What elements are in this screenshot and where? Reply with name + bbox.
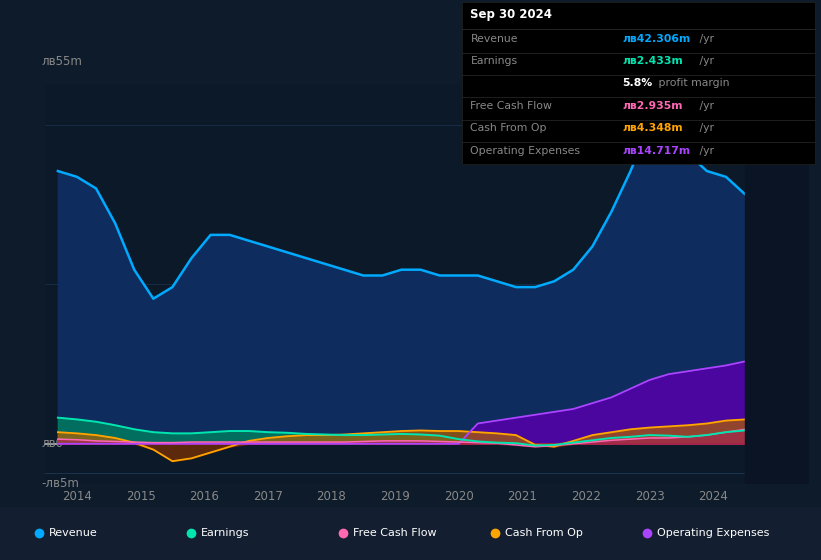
Text: Cash From Op: Cash From Op bbox=[505, 528, 583, 538]
Text: -лв5m: -лв5m bbox=[41, 477, 79, 490]
Text: Cash From Op: Cash From Op bbox=[470, 123, 547, 133]
Text: лв55m: лв55m bbox=[41, 55, 82, 68]
Text: Earnings: Earnings bbox=[470, 56, 517, 66]
Text: 5.8%: 5.8% bbox=[622, 78, 653, 88]
Text: /yr: /yr bbox=[696, 101, 714, 111]
Text: Free Cash Flow: Free Cash Flow bbox=[470, 101, 553, 111]
Text: Revenue: Revenue bbox=[49, 528, 98, 538]
Text: Operating Expenses: Operating Expenses bbox=[657, 528, 769, 538]
Text: profit margin: profit margin bbox=[655, 78, 730, 88]
Text: лв14.717m: лв14.717m bbox=[622, 146, 690, 156]
Text: лв4.348m: лв4.348m bbox=[622, 123, 683, 133]
Text: Earnings: Earnings bbox=[201, 528, 250, 538]
Text: лв2.935m: лв2.935m bbox=[622, 101, 683, 111]
Text: /yr: /yr bbox=[696, 146, 714, 156]
Text: Free Cash Flow: Free Cash Flow bbox=[353, 528, 437, 538]
Text: /yr: /yr bbox=[696, 34, 714, 44]
Text: лв2.433m: лв2.433m bbox=[622, 56, 683, 66]
Text: /yr: /yr bbox=[696, 123, 714, 133]
Text: Operating Expenses: Operating Expenses bbox=[470, 146, 580, 156]
Text: лв42.306m: лв42.306m bbox=[622, 34, 690, 44]
Text: /yr: /yr bbox=[696, 56, 714, 66]
Text: лв0: лв0 bbox=[41, 437, 63, 450]
Text: Revenue: Revenue bbox=[470, 34, 518, 44]
Bar bbox=[745, 84, 809, 484]
Text: Sep 30 2024: Sep 30 2024 bbox=[470, 8, 553, 21]
